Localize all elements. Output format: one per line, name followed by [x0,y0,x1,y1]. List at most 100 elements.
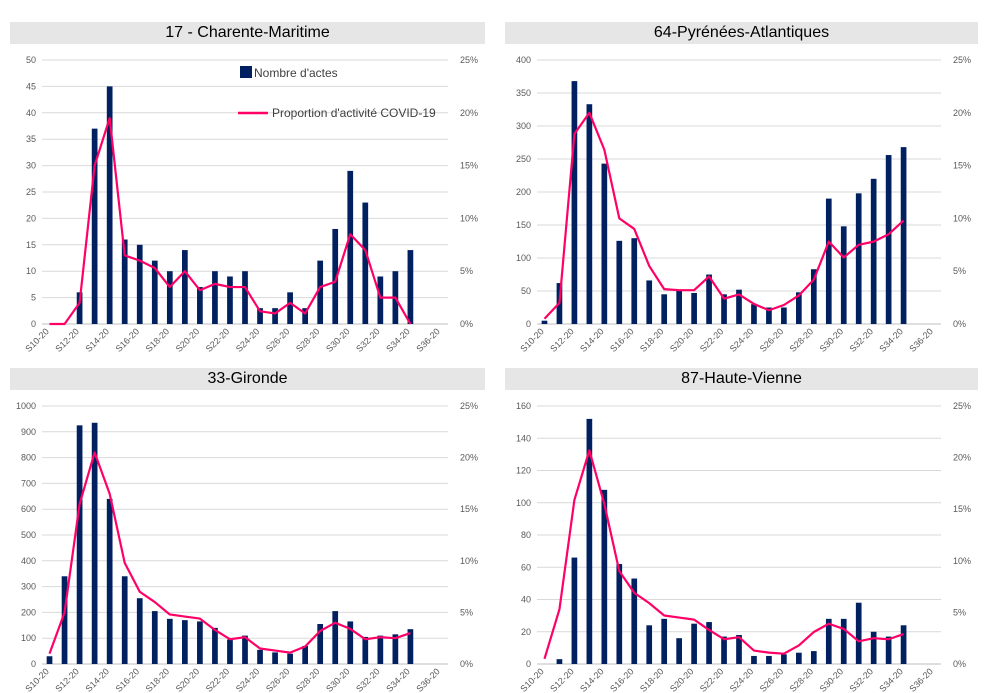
y-tick-label: 100 [516,253,531,263]
bar [197,287,203,324]
x-tick-label: S36-20 [907,666,935,693]
y2-tick-label: 10% [460,556,478,566]
x-tick-label: S30-20 [818,326,846,354]
y-tick-label: 500 [21,530,36,540]
x-tick-label: S26-20 [264,666,292,693]
bar [287,292,293,324]
x-tick-label: S32-20 [847,326,875,354]
y-tick-label: 80 [521,530,531,540]
y-tick-label: 900 [21,427,36,437]
x-tick-label: S18-20 [638,666,666,693]
y-tick-label: 40 [26,108,36,118]
bar [900,625,907,664]
bar [855,193,862,324]
x-tick-label: S24-20 [234,326,262,354]
x-tick-label: S32-20 [354,326,382,354]
y-tick-label: 200 [21,607,36,617]
y2-tick-label: 10% [953,213,971,223]
y-tick-label: 50 [26,55,36,65]
bar [586,418,593,664]
bar [676,291,682,324]
bar [601,163,608,324]
y-tick-label: 160 [516,401,531,411]
x-tick-label: S20-20 [668,326,696,354]
bar [736,634,742,664]
line-series [48,451,411,655]
bar [151,611,158,664]
y2-tick-label: 20% [460,108,478,118]
x-tick-label: S16-20 [608,326,636,354]
bar [661,294,668,324]
bar [166,618,173,664]
bar [556,659,563,664]
x-tick-label: S12-20 [53,666,81,693]
bar [691,623,697,664]
bar [751,655,757,664]
bar [721,636,727,664]
x-tick-label: S24-20 [234,666,262,693]
bar [121,576,128,664]
x-tick-label: S32-20 [847,666,875,693]
bar [392,634,399,664]
x-tick-label: S24-20 [728,666,756,693]
line-series [543,111,905,320]
bar [840,618,847,664]
x-tick-label: S10-20 [23,666,51,693]
y-tick-label: 10 [26,266,36,276]
bar [796,652,802,664]
x-tick-label: S32-20 [354,666,382,693]
bar [407,250,414,324]
y2-tick-label: 20% [953,453,971,463]
bar [736,289,742,324]
x-tick-label: S26-20 [758,666,786,693]
bar [855,602,862,664]
bar [586,104,593,324]
y-tick-label: 200 [516,187,531,197]
x-tick-label: S14-20 [83,326,111,354]
y2-tick-label: 20% [460,453,478,463]
bar [212,271,218,324]
x-tick-label: S28-20 [788,326,816,354]
bar [136,244,143,324]
y-tick-label: 300 [21,582,36,592]
y-tick-label: 400 [516,55,531,65]
chart-svg: 0 50 100 150 200 250 300 350 400 0% 5% 10% 15% 20% 25%… [516,55,971,354]
bar [257,649,263,664]
y-tick-label: 20 [521,627,531,637]
y-tick-label: 600 [21,504,36,514]
bar [706,274,712,324]
bar [76,292,83,324]
bar [810,651,817,664]
chart-svg: 0 5 10 15 20 25 30 35 40 45 50 0% 5% 10% 15% 20% 25% S10-… [23,55,478,354]
bar [347,621,354,664]
x-tick-label: S28-20 [294,326,322,354]
bar [272,652,278,664]
x-tick-label: S12-20 [53,326,81,354]
y2-tick-label: 5% [460,266,473,276]
bar [541,320,548,324]
bar [61,576,68,664]
x-tick-label: S28-20 [294,666,322,693]
bar [721,294,727,324]
y2-tick-label: 0% [953,319,966,329]
bar [796,292,802,324]
bar [227,639,233,664]
y2-tick-label: 5% [953,607,966,617]
bar [302,308,309,324]
x-tick-label: S30-20 [324,666,352,693]
bar [751,304,757,324]
bar [691,292,697,324]
bar [571,81,578,324]
bar [825,198,832,324]
y-tick-label: 350 [516,88,531,98]
bar [242,271,248,324]
bar [377,276,384,324]
x-tick-label: S16-20 [114,666,142,693]
x-tick-label: S14-20 [578,326,606,354]
y-tick-label: 400 [21,556,36,566]
x-tick-label: S36-20 [907,326,935,354]
y2-tick-label: 25% [953,55,971,65]
bar [106,498,113,664]
x-tick-label: S36-20 [414,326,442,354]
legend-swatch-bars [240,66,252,78]
